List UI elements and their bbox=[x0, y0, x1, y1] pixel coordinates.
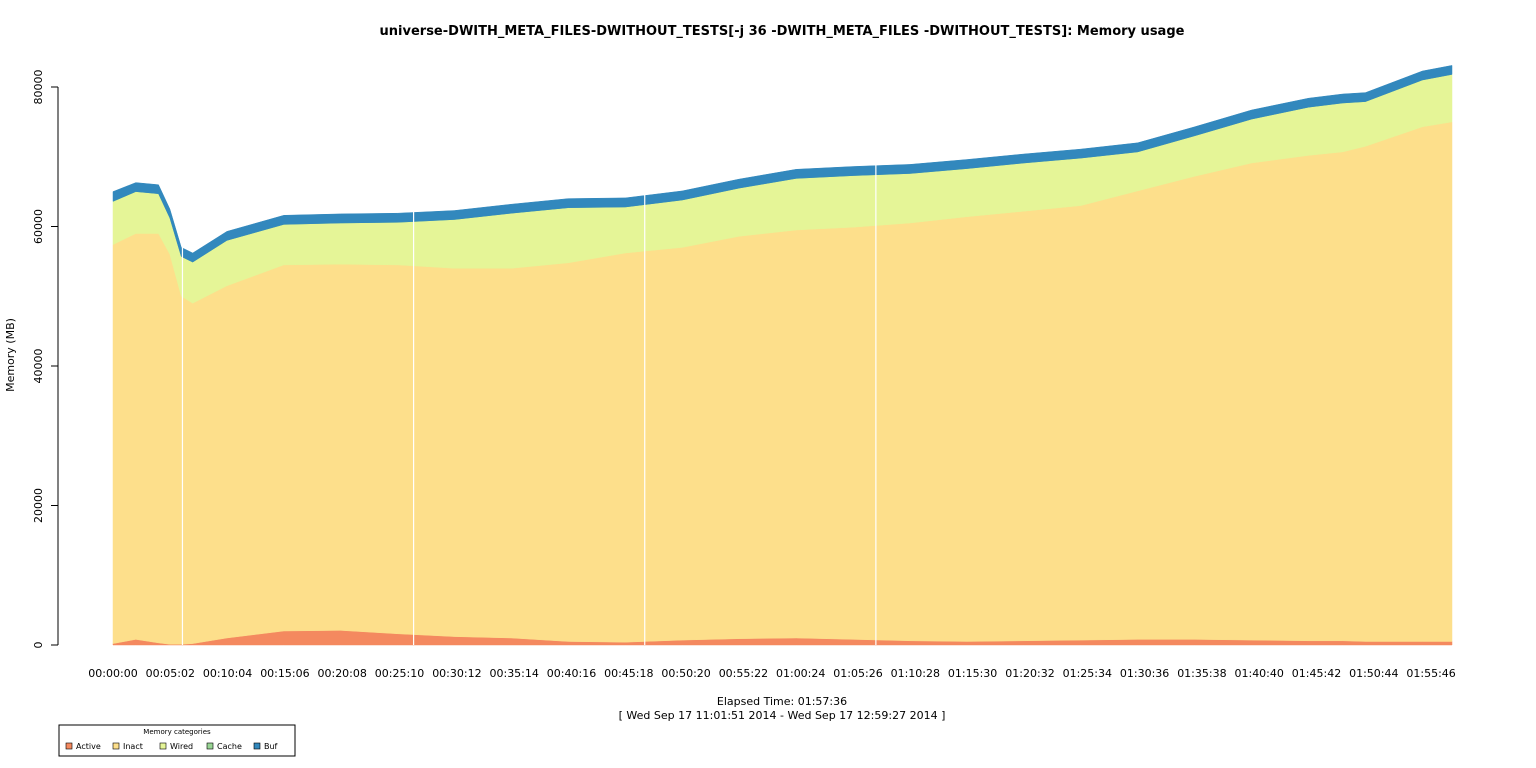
x-axis: 00:00:00 00:05:02 00:10:04 00:15:06 00:20:08… bbox=[88, 667, 1456, 680]
legend-label-cache: Cache bbox=[217, 742, 242, 751]
x-tick-label: 01:15:30 bbox=[948, 667, 997, 680]
x-tick-label: 00:10:04 bbox=[203, 667, 252, 680]
x-tick-label: 00:50:20 bbox=[661, 667, 710, 680]
legend-label-wired: Wired bbox=[170, 742, 193, 751]
legend-swatch-inact bbox=[112, 742, 120, 750]
x-tick-label: 01:20:32 bbox=[1005, 667, 1054, 680]
legend: Memory categories Active Inact Wired Cache B… bbox=[58, 724, 296, 757]
x-tick-label: 00:55:22 bbox=[719, 667, 768, 680]
chart-title: universe-DWITH_META_FILES-DWITHOUT_TESTS… bbox=[380, 24, 1185, 39]
legend-swatch-cache bbox=[206, 742, 214, 750]
x-tick-label: 00:40:16 bbox=[547, 667, 596, 680]
x-axis-label-elapsed: Elapsed Time: 01:57:36 bbox=[717, 695, 847, 708]
y-tick-label: 80000 bbox=[32, 70, 45, 105]
y-tick-label: 60000 bbox=[32, 209, 45, 244]
legend-swatch-buf bbox=[253, 742, 261, 750]
x-tick-label: 01:35:38 bbox=[1177, 667, 1226, 680]
legend-entries: Active Inact Wired Cache Buf bbox=[65, 742, 278, 751]
x-tick-label: 01:00:24 bbox=[776, 667, 825, 680]
y-axis-label: Memory (MB) bbox=[4, 318, 17, 392]
area-buf bbox=[112, 65, 1453, 263]
stacked-areas bbox=[112, 65, 1453, 646]
y-tick-label: 0 bbox=[32, 642, 45, 649]
x-tick-label: 01:05:26 bbox=[833, 667, 882, 680]
x-tick-label: 00:30:12 bbox=[432, 667, 481, 680]
x-tick-label: 00:15:06 bbox=[260, 667, 309, 680]
y-axis: 0 20000 40000 60000 80000 bbox=[32, 70, 59, 649]
y-tick-label: 40000 bbox=[32, 349, 45, 384]
x-tick-label: 00:05:02 bbox=[146, 667, 195, 680]
x-tick-label: 01:40:40 bbox=[1234, 667, 1283, 680]
x-tick-label: 00:20:08 bbox=[317, 667, 366, 680]
legend-label-buf: Buf bbox=[264, 742, 278, 751]
x-tick-label: 01:55:46 bbox=[1406, 667, 1455, 680]
legend-swatch-wired bbox=[159, 742, 167, 750]
x-tick-label: 01:50:44 bbox=[1349, 667, 1398, 680]
legend-box bbox=[58, 724, 296, 757]
x-axis-label-timespan: [ Wed Sep 17 11:01:51 2014 - Wed Sep 17 … bbox=[619, 709, 946, 722]
x-tick-label: 00:35:14 bbox=[489, 667, 538, 680]
legend-title: Memory categories bbox=[143, 728, 211, 736]
x-tick-label: 01:30:36 bbox=[1120, 667, 1169, 680]
x-tick-label: 01:25:34 bbox=[1063, 667, 1112, 680]
x-tick-label: 01:10:28 bbox=[891, 667, 940, 680]
x-tick-label: 00:45:18 bbox=[604, 667, 653, 680]
x-tick-label: 00:00:00 bbox=[88, 667, 137, 680]
legend-label-inact: Inact bbox=[123, 742, 143, 751]
x-tick-label: 00:25:10 bbox=[375, 667, 424, 680]
legend-swatch-active bbox=[65, 742, 73, 750]
legend-label-active: Active bbox=[76, 742, 101, 751]
y-tick-label: 20000 bbox=[32, 488, 45, 523]
sample-gaps bbox=[181, 57, 877, 645]
x-tick-label: 01:45:42 bbox=[1292, 667, 1341, 680]
